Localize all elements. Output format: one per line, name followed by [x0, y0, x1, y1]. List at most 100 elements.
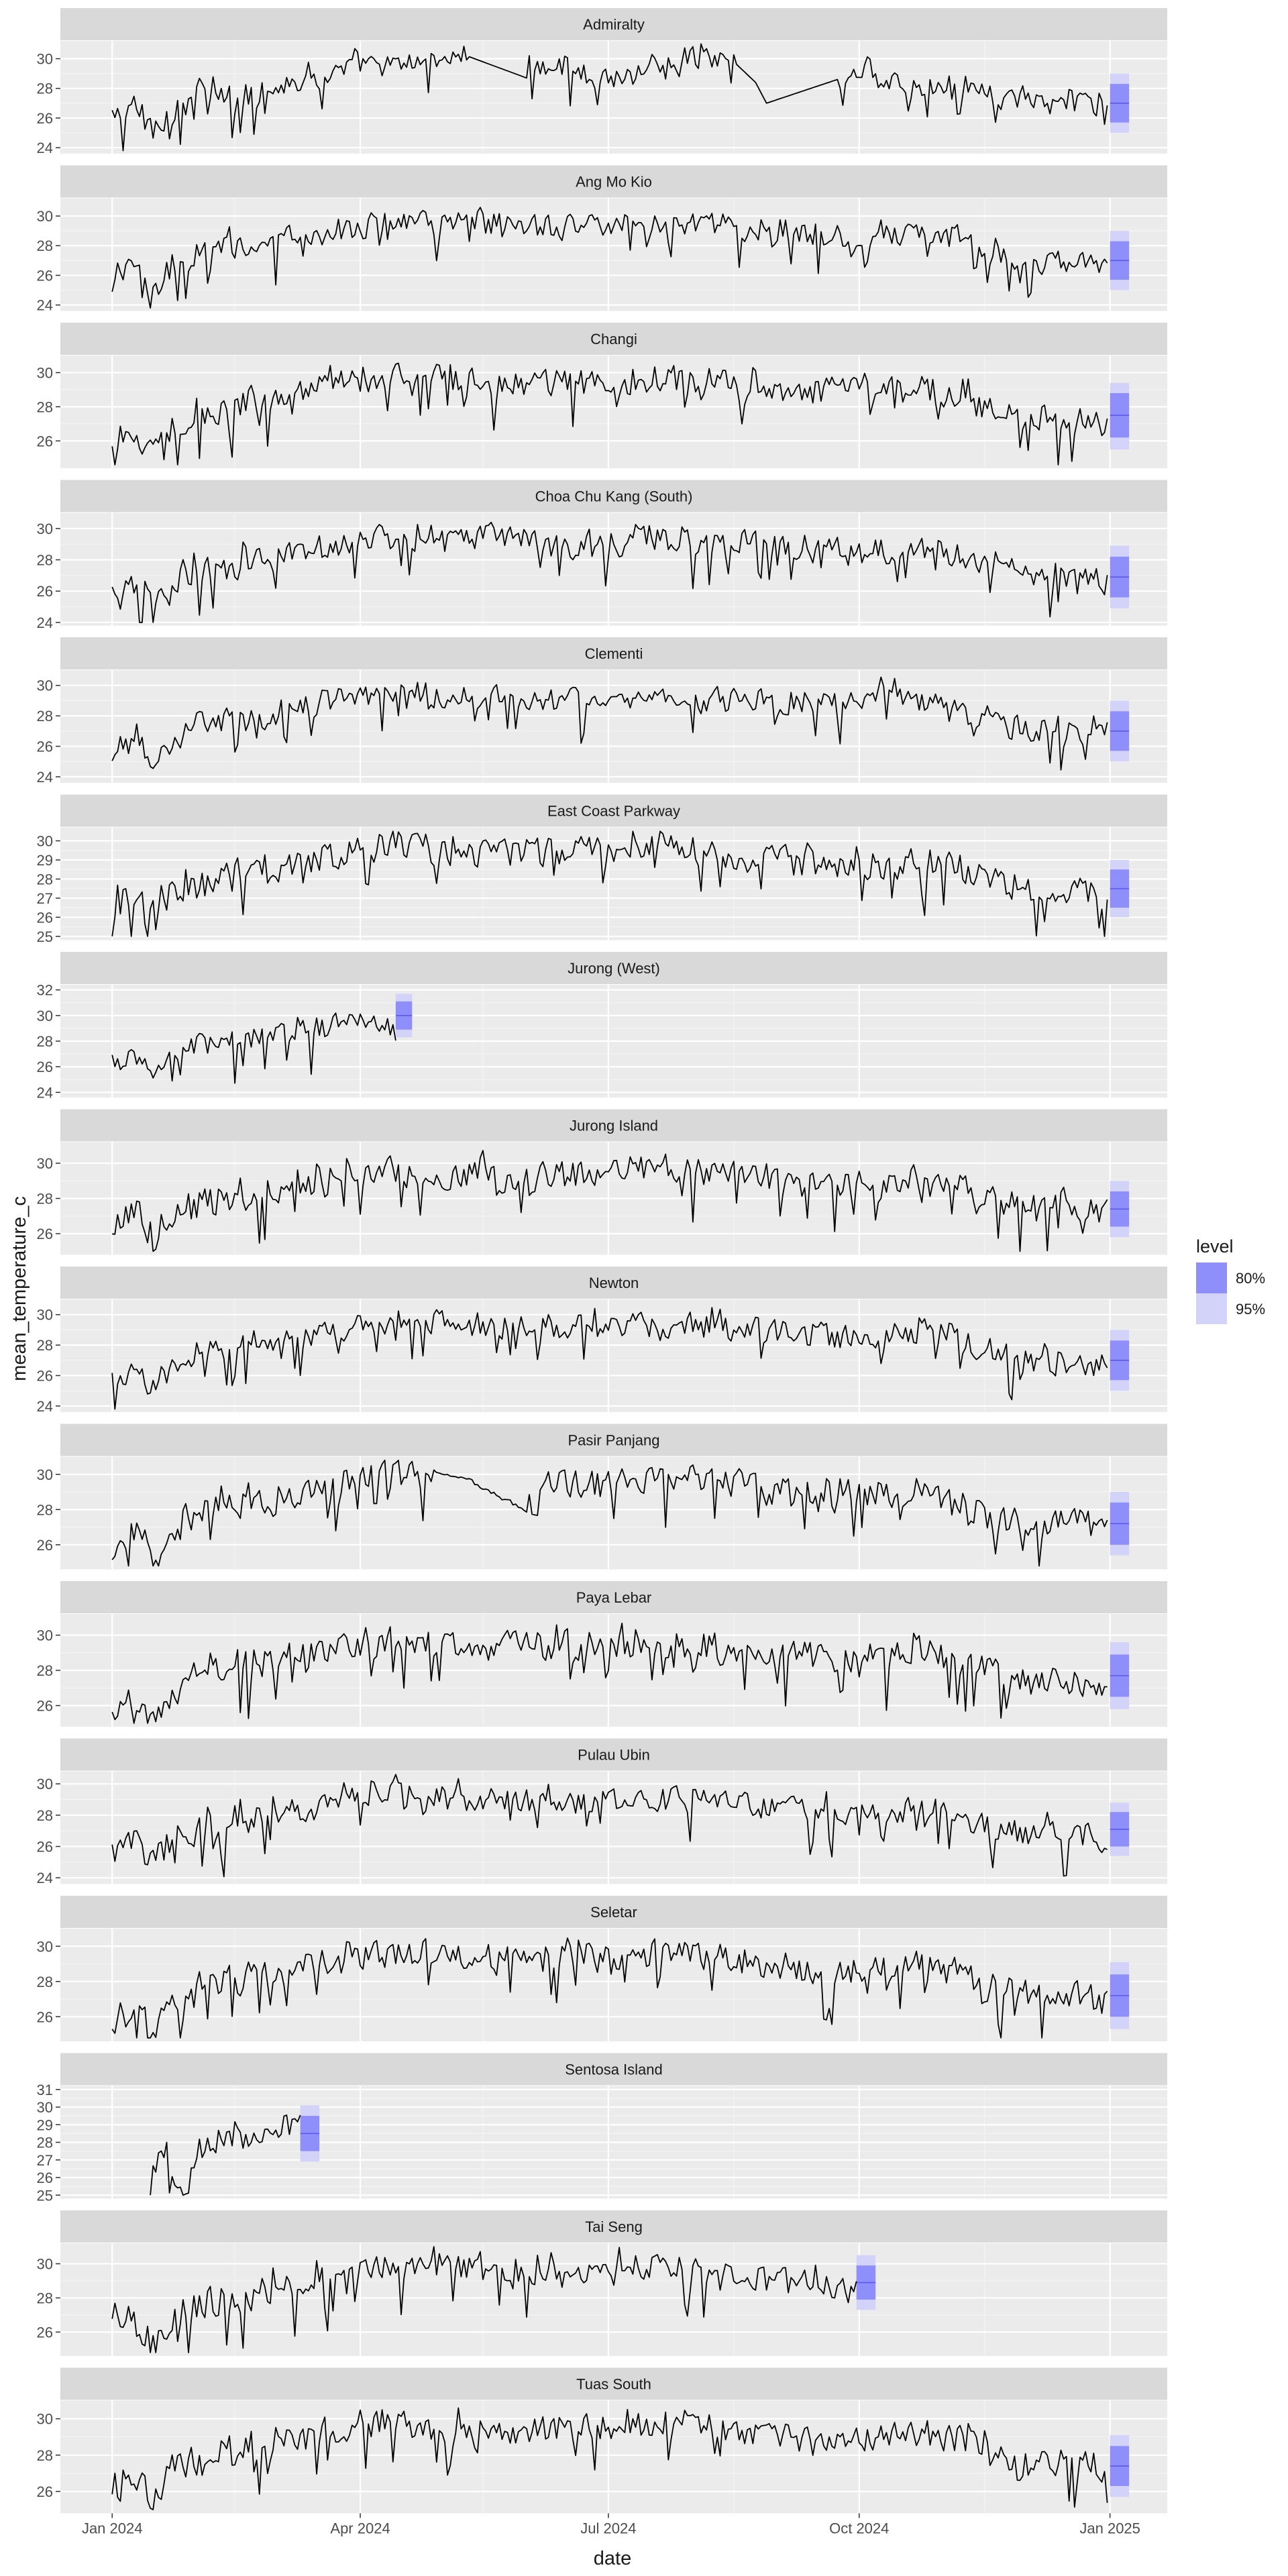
strip-label-sentosa-island: Sentosa Island [565, 2061, 663, 2078]
panel-bg-clementi [60, 670, 1167, 783]
strip-label-newton: Newton [589, 1275, 639, 1291]
series-line-tai-seng [111, 2246, 857, 2353]
x-axis-title: date [594, 2548, 631, 2569]
y-tick-label: 30 [37, 521, 53, 537]
y-tick-label: 28 [37, 1033, 53, 1050]
strip-sentosa-island [60, 2053, 1167, 2086]
facet-clementi: Clementi 24 26 28 30 [37, 637, 1167, 786]
strip-clementi [60, 637, 1167, 669]
series-line-jurong-west [111, 1012, 396, 1084]
strip-jurong-island [60, 1109, 1167, 1142]
y-tick-label: 28 [37, 552, 53, 569]
strip-label-paya-lebar: Paya Lebar [576, 1589, 652, 1606]
series-line-ang-mo-kio [111, 207, 1108, 309]
facet-pasir-panjang: Pasir Panjang 26 28 30 [37, 1424, 1167, 1570]
strip-label-jurong-island: Jurong Island [570, 1118, 658, 1134]
y-tick-label: 26 [37, 110, 53, 127]
strip-pasir-panjang [60, 1424, 1167, 1456]
y-tick-label: 28 [37, 237, 53, 254]
facet-tuas-south: Tuas South 26 28 30 [37, 2367, 1167, 2514]
y-tick-label: 26 [37, 583, 53, 600]
facet-admiralty: Admiralty 24 26 28 30 [37, 8, 1167, 156]
y-tick-label: 26 [37, 433, 53, 449]
strip-label-changi: Changi [590, 331, 637, 347]
series-line-newton [111, 1307, 1108, 1410]
series-line-sentosa-island [150, 2114, 301, 2196]
y-tick-label: 27 [37, 2152, 53, 2169]
y-tick-label: 26 [37, 2324, 53, 2341]
strip-tai-seng [60, 2210, 1167, 2243]
y-tick-label: 26 [37, 1698, 53, 1715]
facet-newton: Newton 24 26 28 30 [37, 1267, 1167, 1415]
series-line-admiralty [111, 43, 1108, 152]
y-tick-label: 24 [37, 140, 53, 156]
series-line-tuas-south [111, 2407, 1108, 2511]
y-tick-label: 30 [37, 1008, 53, 1024]
y-tick-label: 26 [37, 1368, 53, 1385]
y-tick-label: 24 [37, 297, 53, 314]
panel-bg-newton [60, 1299, 1167, 1412]
legend-title: level [1196, 1236, 1234, 1256]
facet-changi: Changi 26 28 30 [37, 323, 1167, 468]
y-tick-label: 28 [37, 1501, 53, 1518]
panel-bg-seletar [60, 1929, 1167, 2041]
facet-ang-mo-kio: Ang Mo Kio 24 26 28 30 [37, 165, 1167, 314]
strip-label-admiralty: Admiralty [583, 16, 645, 33]
legend-key-95 [1196, 1293, 1227, 1324]
facet-paya-lebar: Paya Lebar 26 28 30 [37, 1581, 1167, 1727]
y-tick-label: 24 [37, 1084, 53, 1101]
strip-paya-lebar [60, 1581, 1167, 1613]
y-tick-label: 30 [37, 1466, 53, 1483]
strip-label-tai-seng: Tai Seng [585, 2218, 643, 2235]
strip-label-jurong-west: Jurong (West) [568, 960, 660, 977]
y-tick-label: 28 [37, 2447, 53, 2464]
y-tick-label: 26 [37, 2169, 53, 2186]
y-tick-label: 26 [37, 739, 53, 755]
y-tick-label: 25 [37, 928, 53, 945]
panel-bg-admiralty [60, 41, 1167, 154]
series-line-paya-lebar [111, 1622, 1108, 1724]
facet-tai-seng: Tai Seng 26 28 30 [37, 2210, 1167, 2356]
series-line-jurong-island [112, 1150, 1108, 1252]
y-tick-label: 29 [37, 852, 53, 869]
y-axis-title: mean_temperature_c [9, 1196, 30, 1381]
strip-newton [60, 1267, 1167, 1299]
y-tick-label: 28 [37, 1974, 53, 1990]
strip-label-choa-chu-kang-south: Choa Chu Kang (South) [535, 488, 693, 505]
panel-bg-tuas-south [60, 2400, 1167, 2514]
y-tick-label: 30 [37, 678, 53, 694]
strip-label-east-coast-parkway: East Coast Parkway [547, 803, 680, 820]
y-tick-label: 30 [37, 1155, 53, 1172]
y-tick-label: 28 [37, 871, 53, 888]
strip-seletar [60, 1896, 1167, 1928]
x-tick-label: Jan 2024 [82, 2520, 143, 2537]
legend-key-80 [1196, 1263, 1227, 1293]
strip-label-clementi: Clementi [585, 645, 643, 662]
y-tick-label: 30 [37, 833, 53, 849]
y-tick-label: 26 [37, 1537, 53, 1554]
y-tick-label: 28 [37, 1191, 53, 1208]
y-tick-label: 30 [37, 1307, 53, 1324]
facet-choa-chu-kang-south: Choa Chu Kang (South) 24 26 28 30 [37, 480, 1167, 631]
panel-bg-ang-mo-kio [60, 198, 1167, 311]
y-tick-label: 24 [37, 614, 53, 631]
strip-pulau-ubin [60, 1738, 1167, 1771]
y-tick-label: 28 [37, 80, 53, 97]
y-tick-label: 30 [37, 51, 53, 68]
y-tick-label: 26 [37, 909, 53, 926]
strip-jurong-west [60, 952, 1167, 984]
series-line-east-coast-parkway [111, 830, 1108, 937]
y-tick-label: 29 [37, 2116, 53, 2133]
y-tick-label: 26 [37, 1839, 53, 1856]
y-tick-label: 28 [37, 1807, 53, 1824]
facet-seletar: Seletar 26 28 30 [37, 1896, 1167, 2041]
strip-choa-chu-kang-south [60, 480, 1167, 513]
y-tick-label: 30 [37, 1776, 53, 1792]
y-tick-label: 30 [37, 2099, 53, 2116]
strip-changi [60, 323, 1167, 355]
facet-jurong-west: Jurong (West) 24 26 28 30 32 [37, 952, 1167, 1101]
strip-admiralty [60, 8, 1167, 40]
y-tick-label: 26 [37, 2483, 53, 2500]
y-tick-label: 26 [37, 1226, 53, 1242]
